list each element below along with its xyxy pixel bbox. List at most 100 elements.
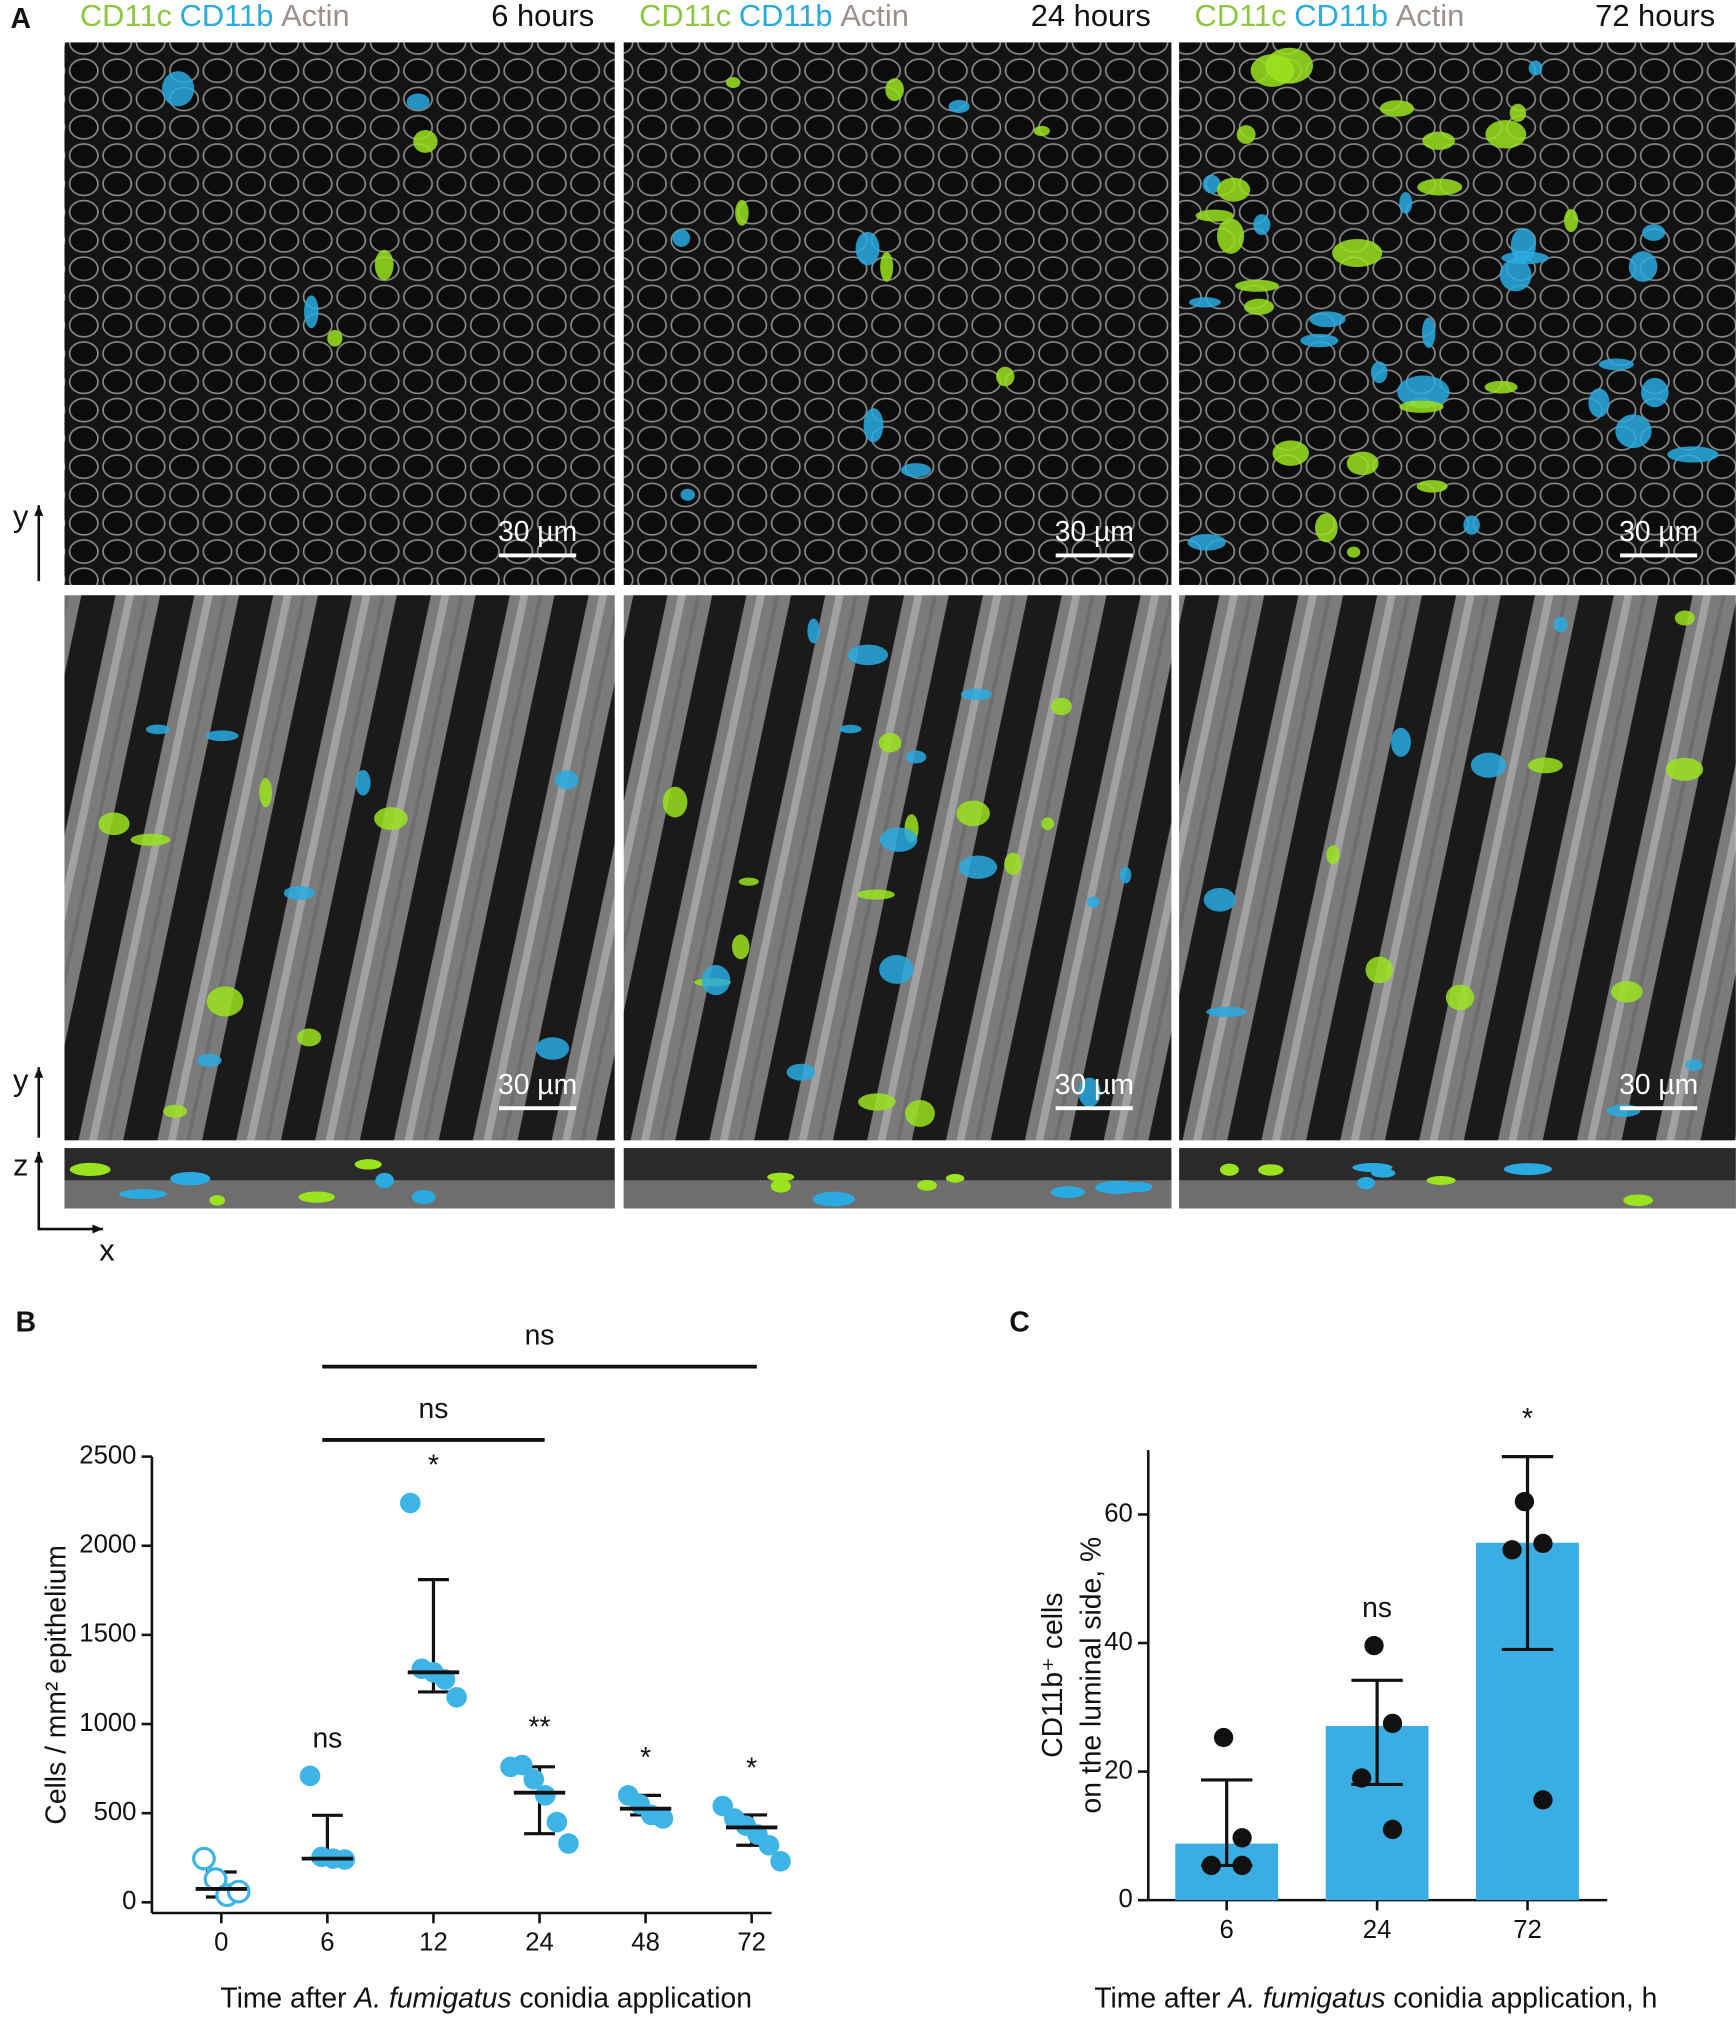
cd11c-cell: [413, 130, 438, 153]
significance: ns: [1362, 1591, 1392, 1623]
data-point: [1382, 1819, 1403, 1840]
cd11b-cell: [879, 827, 918, 852]
x-tick-label: 24: [1363, 1916, 1392, 1944]
cd11b-cell: [786, 1063, 816, 1081]
cd11b-cell: [196, 1053, 222, 1067]
time-label: 72 hours: [1595, 0, 1715, 33]
cd11b-cell: [900, 463, 932, 478]
cd11c-cell: [1422, 131, 1455, 150]
x-axis-label-part: Time after: [1094, 1982, 1228, 2014]
cd11c-cell: [767, 1172, 795, 1182]
cd11c-cell: [1674, 610, 1695, 626]
cd11c-cell: [1041, 817, 1055, 831]
data-point: [434, 1669, 456, 1690]
axis-letter: x: [99, 1232, 115, 1267]
cd11c-cell: [945, 1173, 965, 1183]
cd11b-cell: [1050, 1186, 1085, 1199]
y-tick-label: 2500: [79, 1441, 136, 1469]
scale-label: 30 µm: [1055, 1068, 1134, 1100]
significance: **: [529, 1711, 551, 1743]
significance: ns: [312, 1721, 342, 1753]
cd11c-cell: [1365, 956, 1394, 984]
x-axis-label-part: A. fumigatus: [1226, 1982, 1385, 2014]
data-point: [400, 1492, 421, 1514]
scale-label: 30 µm: [498, 515, 577, 547]
cd11c-cell: [1033, 125, 1050, 137]
cd11b-cell: [145, 724, 171, 735]
cd11c-cell: [738, 877, 759, 886]
significance: *: [746, 1752, 757, 1784]
cd11b-cell: [1499, 258, 1532, 292]
cd11c-cell: [1326, 845, 1340, 865]
cd11b-cell: [958, 855, 998, 879]
cd11c-cell: [1445, 984, 1475, 1011]
cd11c-cell: [1416, 480, 1448, 493]
cd11b-cell: [863, 408, 884, 443]
cd11c-cell: [858, 1093, 896, 1111]
cd11b-cell: [205, 730, 239, 742]
cd11b-cell: [162, 71, 195, 107]
scale-label: 30 µm: [1619, 1068, 1698, 1100]
cd11b-cell: [1352, 1162, 1393, 1173]
y-tick-label: 40: [1104, 1628, 1133, 1656]
cd11b-cell: [1189, 297, 1221, 308]
cd11b-cell: [1187, 533, 1226, 551]
cd11b-cell: [283, 885, 315, 901]
data-point: [758, 1834, 780, 1856]
x-axis-label: Time after A. fumigatus conidia applicat…: [1094, 1982, 1657, 2014]
data-point: [523, 1769, 545, 1790]
data-point: [652, 1808, 674, 1829]
cd11c-cell: [725, 77, 741, 88]
cd11b-cell: [1503, 1163, 1552, 1176]
significance: *: [428, 1448, 439, 1480]
x-tick-label: 6: [1220, 1916, 1234, 1944]
cd11c-cell: [259, 778, 273, 808]
panel-label: A: [10, 2, 30, 34]
cd11c-cell: [1004, 852, 1022, 875]
x-axis-label-part: A. fumigatus: [352, 1982, 511, 2014]
x-tick-label: 72: [1513, 1916, 1542, 1944]
cd11b-cell: [1300, 333, 1339, 348]
cd11b-cell: [355, 769, 371, 796]
micrograph-muscle: [623, 595, 1172, 1141]
cd11b-cell: [905, 750, 927, 764]
comparison-label: ns: [525, 1319, 555, 1351]
cd11b-cell: [1206, 1006, 1248, 1018]
cd11c-cell: [1564, 209, 1579, 233]
data-point: [1382, 1713, 1403, 1734]
y-tick-label: 60: [1104, 1499, 1133, 1527]
cd11b-cell: [1119, 866, 1132, 884]
data-point: [446, 1687, 467, 1708]
cd11c-cell: [856, 889, 895, 900]
cd11c-cell: [1484, 380, 1518, 394]
cd11c-cell: [1611, 980, 1643, 1003]
cd11b-cell: [1397, 375, 1450, 409]
panel-label: B: [16, 1306, 36, 1338]
scale-label: 30 µm: [1619, 515, 1698, 547]
axis-letter: y: [13, 1063, 29, 1098]
cd11c-cell: [206, 986, 244, 1017]
y-tick-label: 500: [94, 1798, 137, 1826]
cd11c-cell: [163, 1104, 188, 1118]
cd11c-cell: [1485, 120, 1527, 149]
cd11b-cell: [304, 295, 319, 329]
cd11b-cell: [1086, 896, 1100, 908]
micrograph-surface: [623, 42, 1172, 585]
cd11b-cell: [1399, 192, 1413, 214]
cd11c-cell: [1379, 100, 1415, 117]
cd11c-cell: [996, 366, 1015, 387]
channel-label: CD11c: [80, 0, 172, 33]
x-tick-label: 72: [737, 1929, 766, 1957]
cd11c-cell: [904, 1099, 935, 1127]
cd11c-cell: [354, 1159, 382, 1170]
epithelium-band: [623, 1180, 1172, 1209]
charts: B 0 500 1000 1500 2000 2500 0 6 ns 12 * 24 ** 48 * 72 * ns…: [16, 1306, 1658, 2014]
arrow-head: [34, 1151, 44, 1163]
x-tick-label: 24: [525, 1929, 554, 1957]
y-tick-label: 20: [1104, 1756, 1133, 1784]
data-point: [511, 1754, 533, 1776]
cd11c-cell: [1399, 400, 1444, 413]
data-point: [1232, 1855, 1252, 1876]
channel-label: Actin: [281, 0, 350, 33]
